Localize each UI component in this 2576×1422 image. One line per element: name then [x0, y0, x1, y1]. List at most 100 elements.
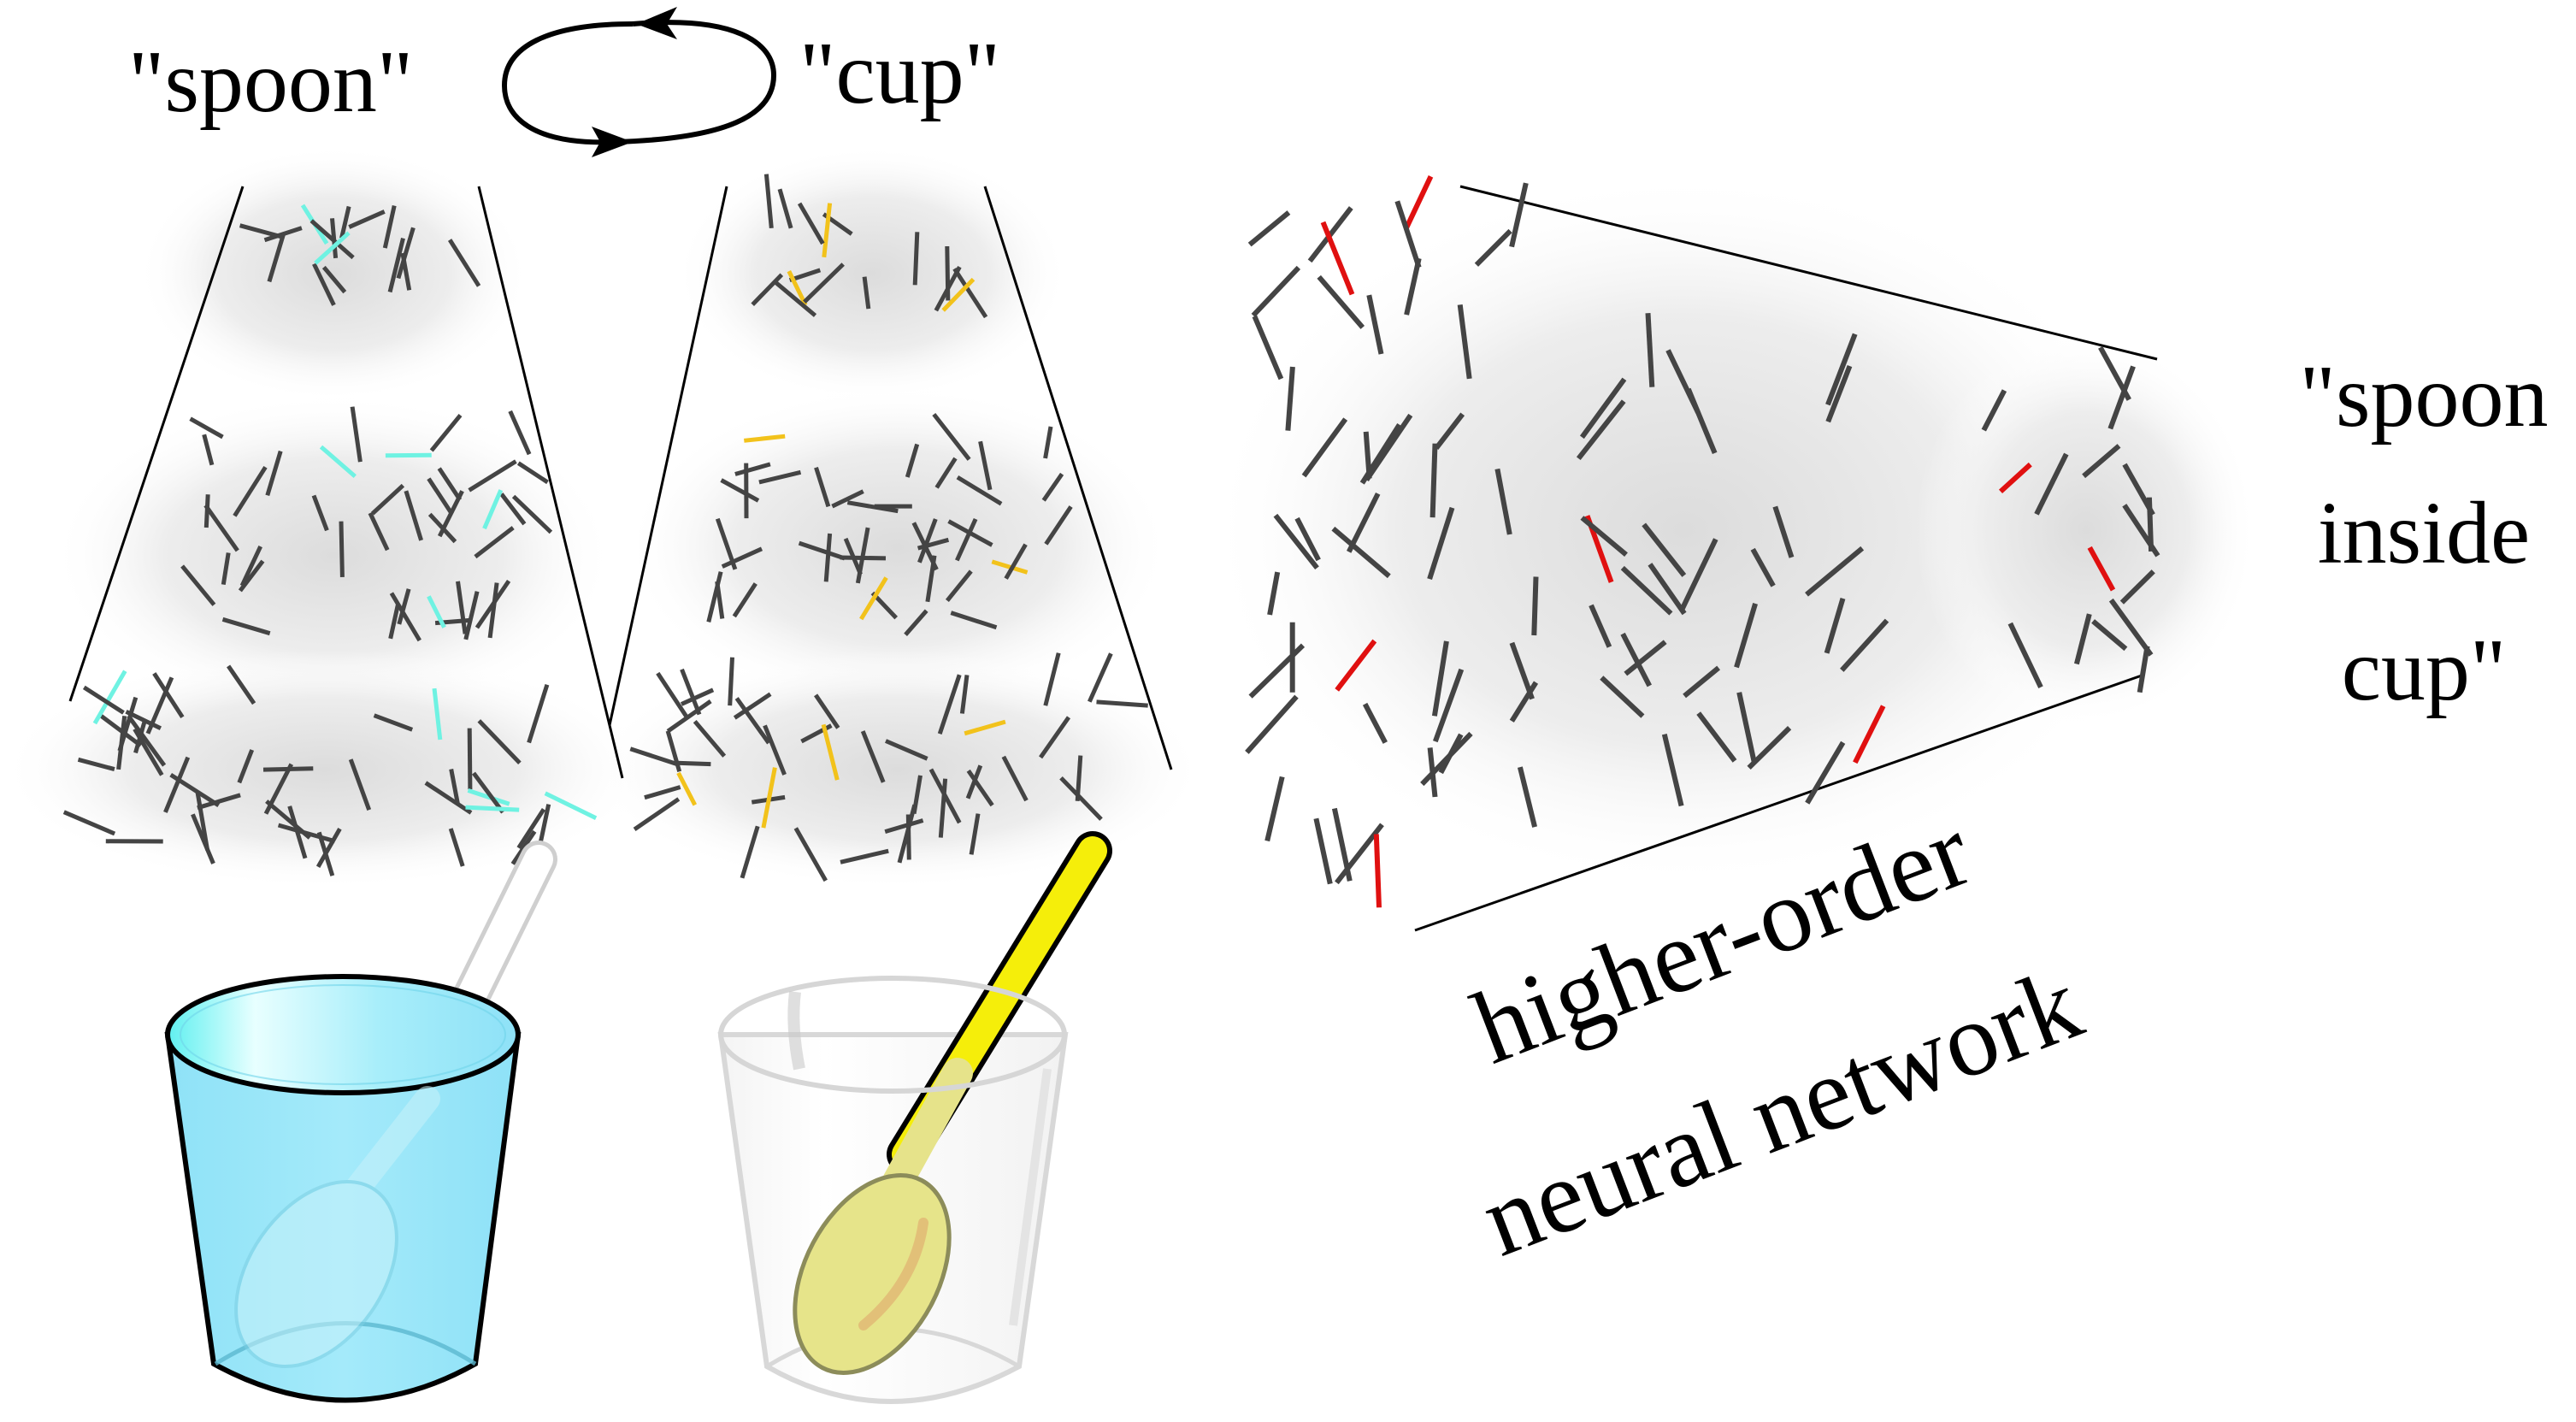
neuron	[840, 848, 889, 864]
active-neuron	[467, 788, 510, 806]
neuron	[814, 693, 840, 729]
neuron	[1039, 716, 1071, 759]
neuron	[932, 412, 971, 461]
neuron	[456, 581, 468, 634]
neuron	[309, 219, 355, 260]
neuron	[1273, 513, 1319, 570]
cup-label: "cup"	[799, 24, 1000, 122]
neuron	[1661, 734, 1684, 807]
activity-haze	[0, 145, 2257, 889]
neuron	[904, 609, 928, 636]
neuron	[382, 205, 397, 249]
neuron	[1642, 522, 1687, 577]
submerged-spoon	[234, 1086, 440, 1369]
neuron	[1494, 468, 1512, 535]
neuron	[1474, 228, 1512, 267]
neuron	[969, 813, 981, 855]
neuron	[928, 768, 962, 824]
neuron	[368, 511, 390, 552]
neuron	[221, 552, 231, 585]
neuron	[487, 582, 499, 639]
neuron	[1750, 547, 1776, 587]
active-neuron	[822, 203, 833, 258]
neuron	[1736, 692, 1757, 763]
neuron	[191, 813, 215, 864]
neuron	[477, 719, 522, 765]
neuron	[197, 793, 241, 811]
neuron	[263, 763, 294, 815]
neuron	[145, 676, 174, 735]
active-neuron	[427, 595, 446, 628]
neuron	[1457, 304, 1472, 380]
active-neuron	[744, 434, 786, 443]
neuron	[2082, 444, 2121, 479]
result-label-line2: inside	[2318, 484, 2530, 582]
neuron	[862, 276, 871, 310]
neuron	[287, 805, 308, 859]
neuron	[321, 265, 347, 294]
neuron	[1683, 665, 1721, 699]
neuron	[633, 797, 681, 831]
neuron	[680, 668, 702, 716]
neuron	[937, 674, 962, 735]
active-neuron	[991, 559, 1029, 575]
neuron	[751, 273, 784, 306]
active-neuron	[761, 767, 777, 829]
neuron	[1645, 313, 1655, 387]
neuron	[680, 687, 715, 706]
neuron	[1805, 741, 1846, 805]
neuron	[925, 555, 937, 603]
neuron	[499, 493, 527, 526]
neuron	[348, 758, 372, 811]
neuron	[938, 778, 948, 838]
higher-order-neurons	[1245, 175, 2160, 908]
neuron	[1509, 182, 1529, 248]
neuron	[267, 233, 286, 283]
neuron	[189, 416, 224, 440]
neuron	[1044, 505, 1073, 546]
active-neuron	[1404, 175, 1434, 230]
neuron	[429, 414, 463, 452]
result-label-line3: cup"	[2342, 621, 2507, 719]
neuron	[475, 579, 511, 629]
neuron	[463, 591, 480, 640]
neuron	[706, 571, 723, 622]
neuron	[1432, 668, 1465, 743]
active-neuron	[964, 719, 1006, 736]
neuron	[917, 537, 950, 551]
neuron	[1840, 618, 1889, 672]
neuron	[1734, 603, 1758, 669]
neuron	[1531, 576, 1539, 636]
active-neuron	[787, 270, 808, 306]
neuron	[2137, 646, 2150, 693]
neuron	[1267, 571, 1281, 616]
neuron	[221, 617, 271, 636]
active-neuron	[314, 231, 351, 265]
neuron	[1366, 294, 1384, 355]
neuron	[1313, 817, 1333, 885]
neuron	[1434, 412, 1465, 451]
neuron	[371, 483, 405, 516]
neuron	[1747, 726, 1792, 770]
neuron	[387, 238, 405, 293]
neuron	[233, 465, 268, 517]
active-neuron	[1335, 639, 1377, 692]
neuron	[721, 546, 763, 569]
active-neuron	[465, 805, 520, 812]
cup-neurons	[629, 174, 1148, 882]
neuron	[666, 699, 712, 734]
neuron	[1509, 681, 1539, 723]
neuron	[860, 730, 886, 783]
neuron	[803, 263, 845, 304]
neuron	[396, 227, 416, 280]
neuron	[2146, 497, 2155, 552]
neuron	[471, 771, 505, 814]
neuron	[934, 457, 958, 489]
neuron	[955, 517, 978, 562]
neuron	[467, 728, 473, 790]
neuron	[1285, 366, 1295, 431]
neuron	[203, 504, 239, 552]
neuron	[2091, 619, 2128, 652]
active-neuron	[1853, 705, 1886, 764]
active-neuron	[432, 687, 443, 741]
